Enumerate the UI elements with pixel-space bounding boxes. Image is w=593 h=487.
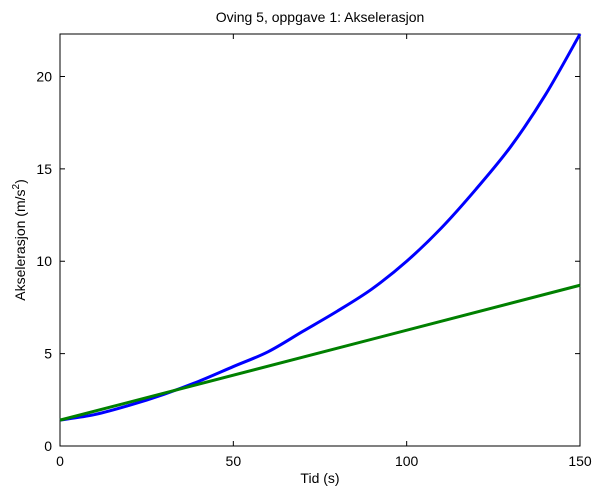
y-axis-label: Akselerasjon (m/s2) xyxy=(11,179,28,301)
y-tick-label: 5 xyxy=(44,346,52,362)
y-tick-label: 0 xyxy=(44,438,52,454)
x-tick-label: 100 xyxy=(395,453,419,469)
x-tick-label: 50 xyxy=(226,453,242,469)
x-tick-label: 0 xyxy=(56,453,64,469)
series-layer xyxy=(59,33,582,422)
y-tick-label: 15 xyxy=(36,161,52,177)
x-tick-label: 150 xyxy=(568,453,592,469)
y-axis-label-suffix: ) xyxy=(12,179,28,184)
y-axis-label-superscript: 2 xyxy=(11,183,22,189)
y-tick-label: 10 xyxy=(36,253,52,269)
x-axis-label: Tid (s) xyxy=(300,470,339,486)
y-axis-label-main: Akselerasjon (m/s xyxy=(12,189,28,300)
chart-title: Oving 5, oppgave 1: Akselerasjon xyxy=(216,9,425,25)
axis-ticks: 0 50 100 150 0 5 10 15 20 xyxy=(36,34,592,469)
series-line-2 xyxy=(59,283,581,422)
series-line-1 xyxy=(59,33,582,422)
plot-area xyxy=(59,33,581,447)
y-tick-label: 20 xyxy=(36,68,52,84)
